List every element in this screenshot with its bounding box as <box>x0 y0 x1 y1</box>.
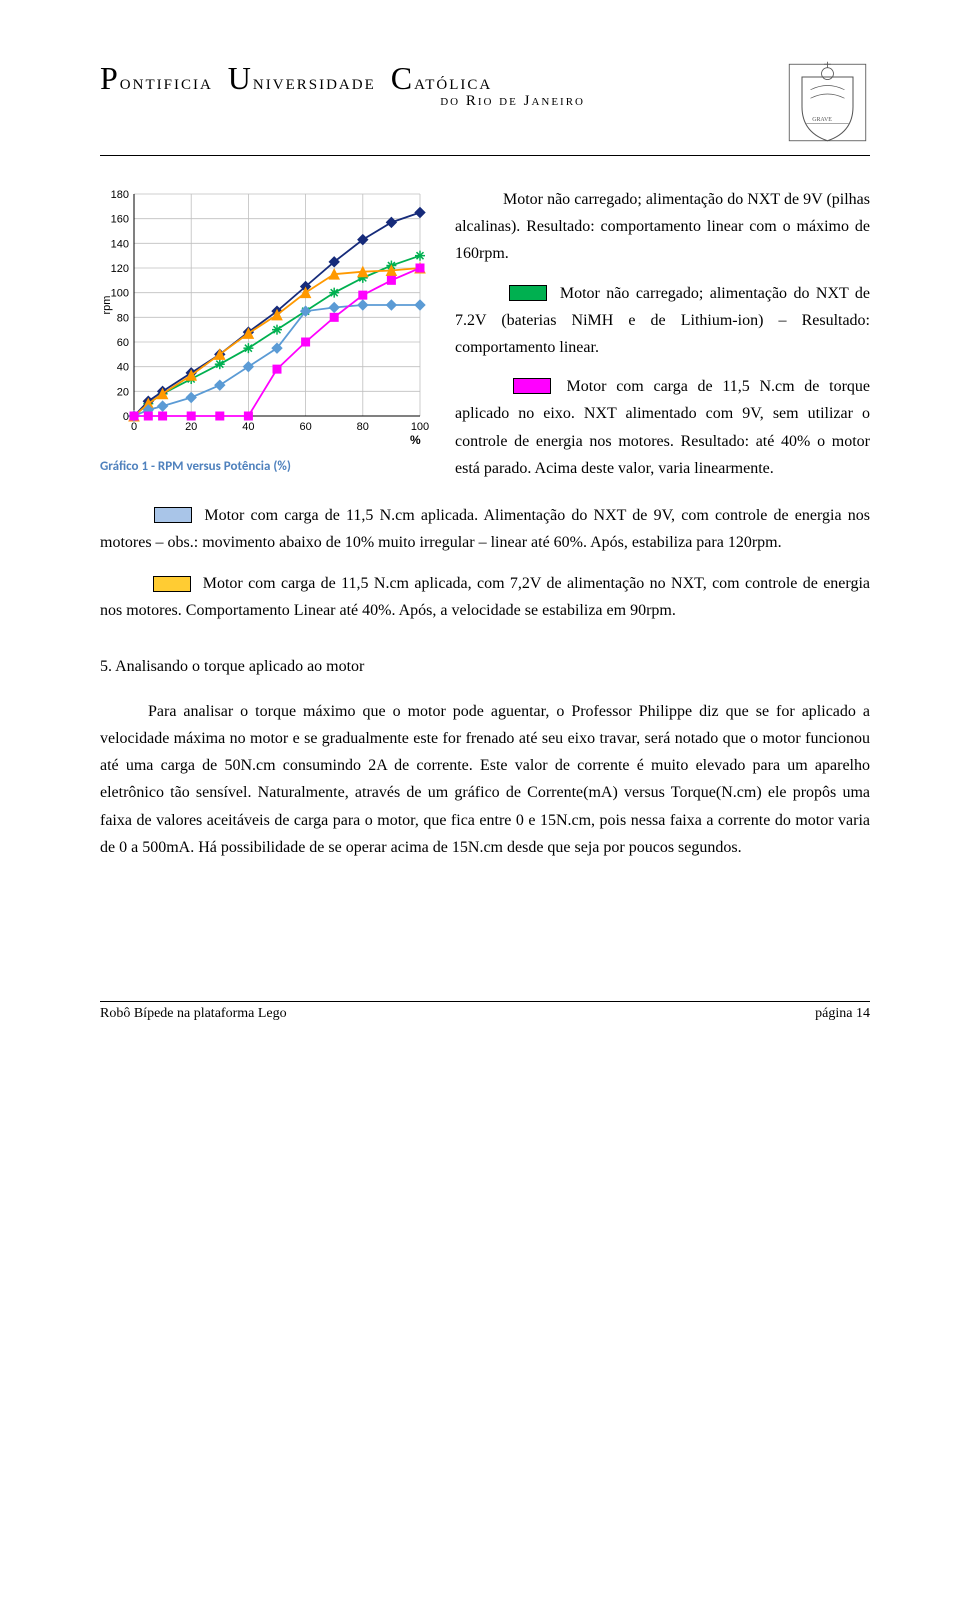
section-5-heading: 5. Analisando o torque aplicado ao motor <box>100 653 870 680</box>
footer-divider <box>100 1001 870 1002</box>
university-crest-icon: GRAVE <box>785 60 870 145</box>
svg-text:20: 20 <box>117 386 129 398</box>
legend-swatch-orange <box>153 576 191 592</box>
chart-caption: Gráfico 1 - RPM versus Potência (%) <box>100 459 430 474</box>
rpm-vs-power-chart: 020406080100120140160180020406080100rpm% <box>100 186 430 446</box>
svg-text:120: 120 <box>111 263 129 275</box>
svg-text:140: 140 <box>111 238 129 250</box>
footer-left: Robô Bípede na plataforma Lego <box>100 1006 287 1022</box>
university-line1: Pontificia Universidade Católica <box>100 60 785 97</box>
intro-paragraph: Motor não carregado; alimentação do NXT … <box>455 186 870 268</box>
legend-paragraph-orange: Motor com carga de 11,5 N.cm aplicada, c… <box>100 570 870 624</box>
chart-block: 020406080100120140160180020406080100rpm%… <box>100 186 430 494</box>
svg-text:20: 20 <box>185 421 197 433</box>
header-divider <box>100 155 870 156</box>
svg-text:0: 0 <box>123 411 129 423</box>
svg-text:0: 0 <box>131 421 137 433</box>
svg-text:100: 100 <box>411 421 429 433</box>
svg-text:40: 40 <box>242 421 254 433</box>
legend-text-lightblue: Motor com carga de 11,5 N.cm aplicada. A… <box>100 507 870 551</box>
svg-text:40: 40 <box>117 362 129 374</box>
legend-paragraph-magenta: Motor com carga de 11,5 N.cm de torque a… <box>455 373 870 482</box>
svg-text:GRAVE: GRAVE <box>812 117 832 123</box>
footer-right: página 14 <box>815 1006 870 1022</box>
svg-text:%: % <box>410 433 421 446</box>
legend-swatch-magenta <box>513 378 551 394</box>
legend-text-orange: Motor com carga de 11,5 N.cm aplicada, c… <box>100 575 870 619</box>
legend-swatch-green <box>509 285 547 301</box>
section-5-body: Para analisar o torque máximo que o moto… <box>100 698 870 861</box>
svg-text:60: 60 <box>299 421 311 433</box>
svg-text:100: 100 <box>111 288 129 300</box>
svg-text:180: 180 <box>111 189 129 201</box>
page-header: Pontificia Universidade Católica do Rio … <box>100 60 870 145</box>
chart-description-column: Motor não carregado; alimentação do NXT … <box>455 186 870 494</box>
page-footer: Robô Bípede na plataforma Lego página 14 <box>100 1006 870 1042</box>
body-text: Motor com carga de 11,5 N.cm aplicada. A… <box>100 502 870 861</box>
legend-swatch-lightblue <box>154 507 192 523</box>
legend-paragraph-green: Motor não carregado; alimentação do NXT … <box>455 280 870 362</box>
svg-text:60: 60 <box>117 337 129 349</box>
university-name: Pontificia Universidade Católica do Rio … <box>100 60 785 110</box>
svg-text:rpm: rpm <box>101 296 113 315</box>
svg-text:80: 80 <box>117 312 129 324</box>
svg-text:160: 160 <box>111 214 129 226</box>
svg-text:80: 80 <box>357 421 369 433</box>
legend-paragraph-lightblue: Motor com carga de 11,5 N.cm aplicada. A… <box>100 502 870 556</box>
